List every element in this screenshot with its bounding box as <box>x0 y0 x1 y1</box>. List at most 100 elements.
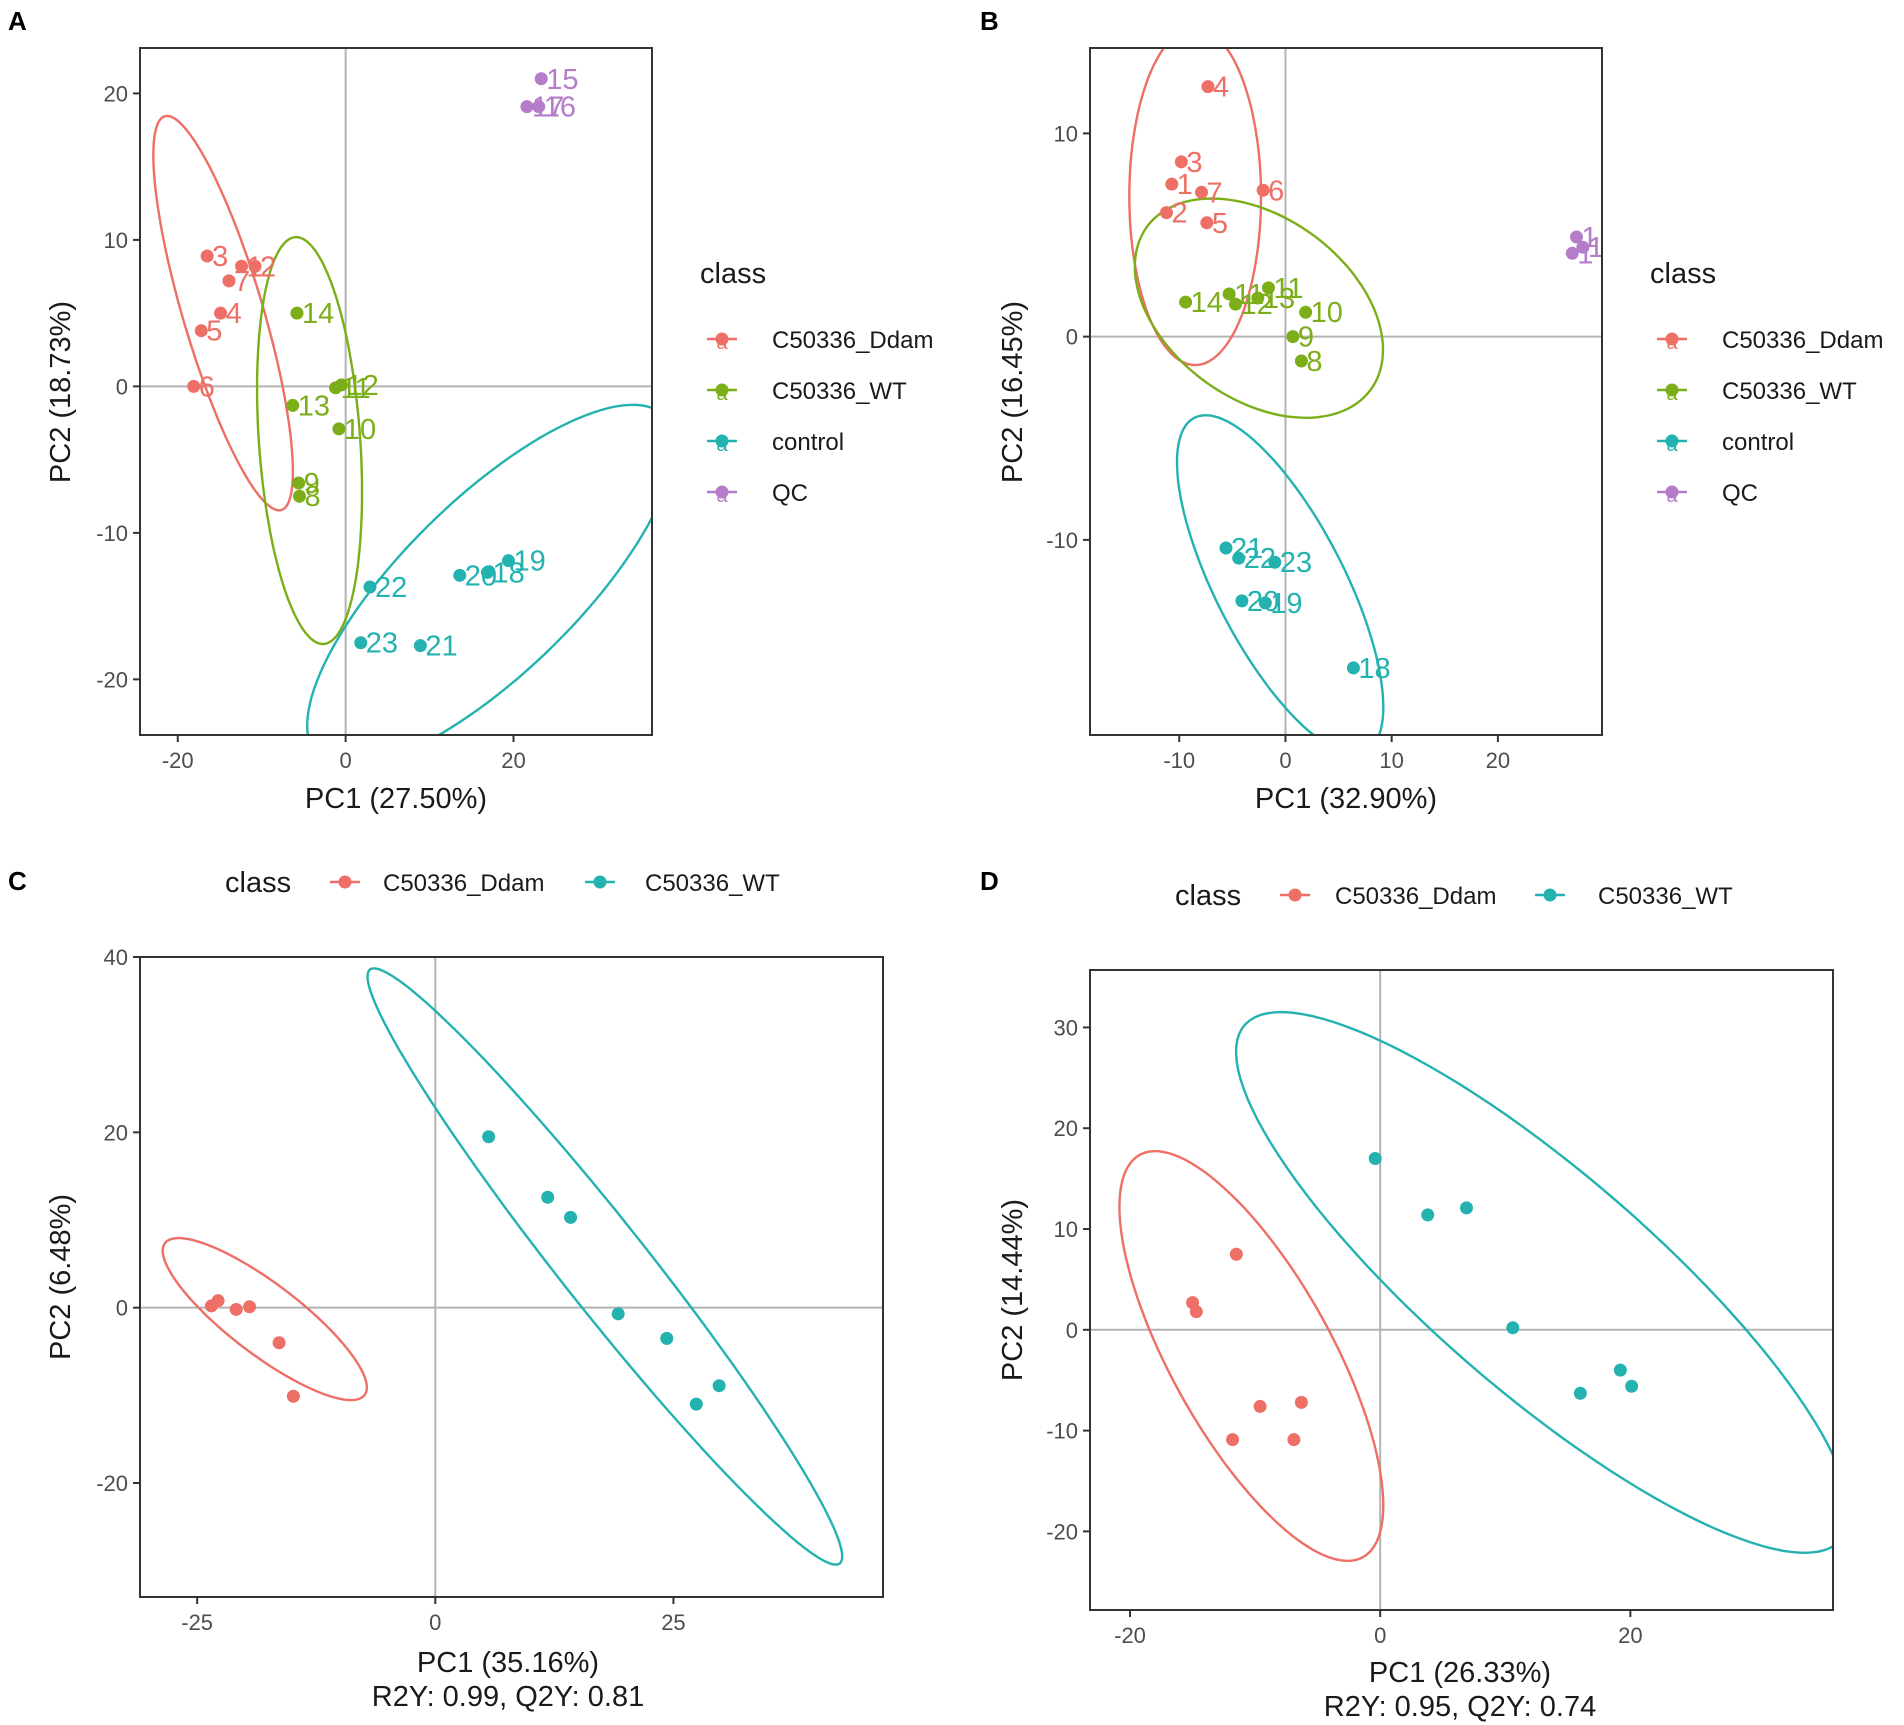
x-tick-label: 0 <box>1279 748 1291 773</box>
data-point-ddam <box>1294 1395 1308 1409</box>
data-point-wt <box>1229 297 1243 311</box>
data-point-wt <box>332 422 346 436</box>
point-label: 8 <box>304 481 320 513</box>
data-point-ddam <box>1195 185 1209 199</box>
data-point-ddam <box>222 274 236 288</box>
point-label: 7 <box>1207 177 1223 209</box>
data-point-ddam <box>248 259 262 273</box>
x-tick-label: 10 <box>1379 748 1403 773</box>
plot-border <box>139 956 884 1598</box>
y-tick-label: -10 <box>1046 528 1078 553</box>
x-tick-label: -20 <box>162 748 194 773</box>
y-tick-label: -20 <box>1046 1519 1078 1544</box>
data-point-control <box>1613 1363 1627 1377</box>
legend-label: C50336_Ddam <box>383 870 544 897</box>
data-point-control <box>1368 1151 1382 1165</box>
data-point-wt <box>286 398 300 412</box>
legend-key: a <box>707 485 737 507</box>
ellipse-control <box>1175 414 1385 735</box>
legend-label: C50336_Ddam <box>772 327 933 354</box>
legend-key: a <box>707 332 737 354</box>
panel-c: -20 0 20 40 -25 0 25 PC1 (35.16%) R2Y: 0.99, … <box>45 867 884 1713</box>
legend-key <box>585 875 615 889</box>
panel-letter-c: C <box>8 866 27 896</box>
legend-key-point <box>1665 434 1679 448</box>
x-tick-label: 20 <box>1486 748 1510 773</box>
legend-key-point <box>1288 888 1302 902</box>
point-label: 18 <box>1358 653 1390 685</box>
y-axis-label: PC2 (14.44%) <box>997 1199 1029 1381</box>
legend-key <box>1280 888 1310 902</box>
legend-key-glyph: a <box>716 332 728 354</box>
point-label: 14 <box>1191 287 1223 319</box>
y-tick-label: 0 <box>116 374 128 399</box>
point-label: 3 <box>212 241 228 273</box>
ellipse-control <box>305 403 652 735</box>
panel-letter-d: D <box>980 866 999 896</box>
point-label: 23 <box>366 628 398 660</box>
legend-key-point <box>715 434 729 448</box>
point-label: 7 <box>234 266 250 298</box>
legend-key-point <box>338 875 352 889</box>
data-point-control <box>660 1331 674 1345</box>
y-tick-label: -10 <box>1046 1419 1078 1444</box>
point-label: 11 <box>1273 273 1303 305</box>
data-point-qc <box>534 72 548 86</box>
data-point-control <box>1258 596 1272 610</box>
data-point-ddam <box>1201 80 1215 94</box>
panel-letter-b: B <box>980 6 999 36</box>
model-metrics: R2Y: 0.95, Q2Y: 0.74 <box>1324 1691 1596 1723</box>
data-point-wt <box>292 489 306 503</box>
plot-border <box>139 47 653 736</box>
legend-title: class <box>1175 880 1241 912</box>
x-tick-label: -10 <box>1163 748 1195 773</box>
x-tick-label: 0 <box>429 1610 441 1635</box>
legend-key: a <box>1657 485 1687 507</box>
y-axis-label: PC2 (16.45%) <box>997 301 1029 483</box>
legend-label: C50336_WT <box>772 378 907 405</box>
legend-label: C50336_Ddam <box>1335 883 1496 910</box>
data-point-ddam <box>1229 1247 1243 1261</box>
legend-key-point <box>593 875 607 889</box>
point-label: 13 <box>1263 283 1295 315</box>
legend-key-point <box>715 383 729 397</box>
y-tick-label: 10 <box>1054 1217 1078 1242</box>
legend-key-point <box>715 485 729 499</box>
data-point-ddam <box>204 1299 218 1313</box>
data-point-control <box>564 1210 578 1224</box>
data-point-control <box>1506 1321 1520 1335</box>
legend-key-point <box>1665 383 1679 397</box>
plot-border <box>1089 47 1603 736</box>
point-label: 9 <box>1298 322 1314 354</box>
data-point-control <box>480 565 494 579</box>
x-axis-label: PC1 (26.33%) <box>1369 1657 1551 1689</box>
legend-key: a <box>1657 434 1687 456</box>
legend-key-glyph: a <box>1666 434 1678 456</box>
point-label: 3 <box>1186 147 1202 179</box>
y-tick-label: 20 <box>1054 1116 1078 1141</box>
legend-key: a <box>1657 383 1687 405</box>
y-tick-label: 0 <box>116 1296 128 1321</box>
data-point-control <box>413 639 427 653</box>
data-point-wt <box>1179 295 1193 309</box>
x-axis-label: PC1 (27.50%) <box>305 783 487 815</box>
y-tick-label: -20 <box>96 667 128 692</box>
legend-key-point <box>1665 485 1679 499</box>
point-label: 5 <box>206 316 222 348</box>
point-label: 18 <box>492 557 524 589</box>
y-tick-label: -20 <box>96 1471 128 1496</box>
model-metrics: R2Y: 0.99, Q2Y: 0.81 <box>372 1681 644 1713</box>
legend-label: QC <box>772 480 808 507</box>
x-tick-label: 0 <box>1374 1623 1386 1648</box>
data-point-qc <box>1565 246 1579 260</box>
panel-d: -20 -10 0 10 20 30 -20 0 20 PC1 (26.33%) R2Y: 0… <box>997 880 1834 1723</box>
data-point-control <box>501 554 515 568</box>
point-label: 23 <box>1280 547 1312 579</box>
x-tick-label: -20 <box>1114 1623 1146 1648</box>
ellipse-ddam <box>152 114 295 512</box>
data-point-wt <box>334 378 348 392</box>
data-point-control <box>1625 1379 1639 1393</box>
point-label: 9 <box>304 468 320 500</box>
data-point-control <box>712 1379 726 1393</box>
ellipse-control <box>366 967 844 1566</box>
